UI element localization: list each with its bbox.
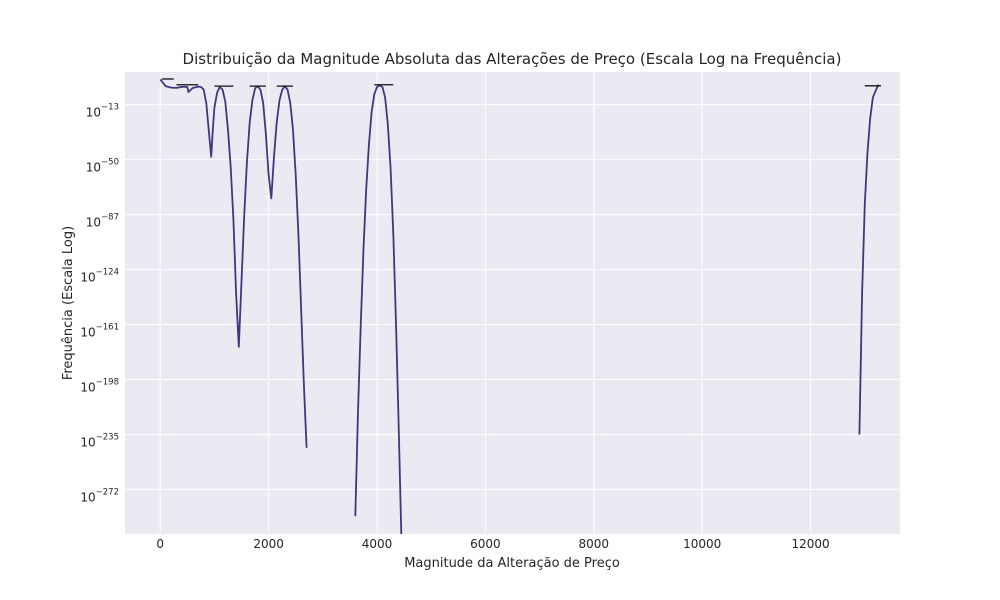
x-gridlines xyxy=(159,72,812,534)
kde-line-segment xyxy=(858,84,880,435)
y-tick-label: 10−198 xyxy=(80,378,119,395)
x-tick-label: 8000 xyxy=(579,537,610,551)
x-tick-label: 6000 xyxy=(470,537,501,551)
x-tick-label: 2000 xyxy=(253,537,284,551)
x-tick-label: 12000 xyxy=(791,537,829,551)
plot-area xyxy=(125,72,900,534)
y-tick-label: 10−235 xyxy=(80,432,119,449)
y-tick-labels: 10−13 10−50 10−87 10−124 10−161 10−198 10−235 1… xyxy=(80,103,119,505)
x-tick-label: 0 xyxy=(156,537,164,551)
y-tick-label: 10−124 xyxy=(80,268,119,285)
y-tick-label: 10−272 xyxy=(80,487,119,504)
y-tick-label: 10−87 xyxy=(86,213,119,230)
x-axis-label: Magnitude da Alteração de Preço xyxy=(404,556,620,571)
x-tick-labels: 0 2000 4000 6000 8000 10000 12000 xyxy=(156,537,829,551)
y-gridlines xyxy=(125,104,900,490)
y-tick-label: 10−13 xyxy=(86,103,119,120)
chart-title: Distribuição da Magnitude Absoluta das A… xyxy=(183,50,842,68)
y-tick-label: 10−50 xyxy=(86,158,119,175)
x-tick-label: 10000 xyxy=(683,537,721,551)
y-axis-label: Frequência (Escala Log) xyxy=(61,226,76,380)
x-tick-label: 4000 xyxy=(362,537,393,551)
kde-line-segment xyxy=(354,84,403,534)
y-tick-label: 10−161 xyxy=(80,323,119,340)
histogram-markers xyxy=(161,78,882,87)
